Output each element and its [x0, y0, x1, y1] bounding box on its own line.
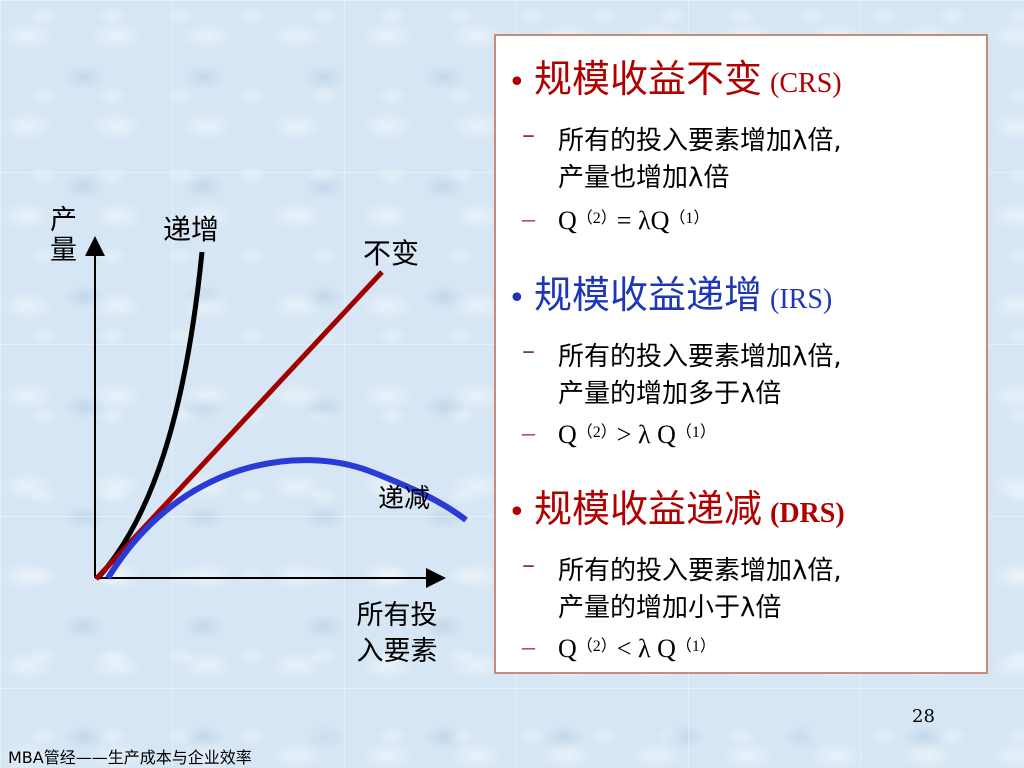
constant-label: 不变 — [363, 237, 420, 270]
x-axis-label: 所有投 入要素 — [342, 598, 452, 670]
formula-sup-left: （2） — [576, 210, 617, 227]
dash-icon: – — [522, 336, 535, 366]
crs-desc-line2: 产量也增加λ倍 — [558, 163, 730, 193]
decreasing-returns-curve — [105, 457, 468, 580]
formula-mid: = λQ — [616, 206, 670, 235]
dash-icon: – — [522, 204, 535, 233]
dash-icon: – — [522, 550, 535, 580]
formula-sup-left: （2） — [576, 638, 617, 655]
formula-sup-right: （1） — [675, 424, 716, 441]
footer-text: MBA管经——生产成本与企业效率 — [8, 748, 252, 767]
irs-title: 规模收益递增 — [534, 273, 763, 317]
formula-sup-right: （1） — [675, 638, 716, 655]
formula-mid: > λ Q — [616, 420, 676, 449]
formula-lhs: Q — [558, 420, 577, 449]
crs-title: 规模收益不变 — [534, 57, 763, 101]
irs-heading: • 规模收益递增 (IRS) — [508, 264, 832, 319]
increasing-returns-curve — [96, 251, 205, 580]
formula-lhs: Q — [558, 206, 577, 235]
drs-desc-line1: 所有的投入要素增加λ倍, — [558, 556, 842, 586]
crs-formula: – Q（2）= λQ（1） — [522, 204, 710, 236]
drs-abbr: (DRS) — [770, 498, 845, 529]
drs-formula: – Q（2）< λ Q（1） — [522, 632, 716, 664]
dash-icon: – — [522, 418, 535, 447]
irs-desc-line1: 所有的投入要素增加λ倍, — [558, 342, 842, 372]
increasing-label: 递增 — [163, 213, 220, 246]
irs-formula: – Q（2）> λ Q（1） — [522, 418, 716, 450]
crs-desc: – 所有的投入要素增加λ倍, 产量也增加λ倍 — [522, 120, 842, 194]
formula-lhs: Q — [558, 634, 577, 663]
x-axis-label-line1: 所有投 — [356, 600, 438, 631]
bullet-icon: • — [508, 281, 526, 316]
page-number: 28 — [912, 706, 935, 727]
drs-heading: • 规模收益递减 (DRS) — [508, 478, 845, 533]
decreasing-label: 递减 — [378, 484, 431, 514]
crs-abbr: (CRS) — [770, 68, 842, 99]
bullet-icon: • — [508, 65, 526, 100]
irs-desc-line2: 产量的增加多于λ倍 — [558, 379, 782, 409]
definitions-panel: • 规模收益不变 (CRS) – 所有的投入要素增加λ倍, 产量也增加λ倍 – Q（… — [494, 34, 988, 674]
x-axis-label-line2: 入要素 — [356, 636, 438, 667]
dash-icon: – — [522, 120, 535, 150]
y-axis-label: 产量 — [50, 205, 77, 266]
crs-heading: • 规模收益不变 (CRS) — [508, 48, 842, 103]
crs-desc-line1: 所有的投入要素增加λ倍, — [558, 126, 842, 156]
irs-abbr: (IRS) — [770, 284, 833, 315]
formula-sup-right: （1） — [669, 210, 710, 227]
drs-desc-line2: 产量的增加小于λ倍 — [558, 593, 782, 623]
dash-icon: – — [522, 632, 535, 661]
formula-sup-left: （2） — [576, 424, 617, 441]
bullet-icon: • — [508, 495, 526, 530]
drs-title: 规模收益递减 — [534, 487, 763, 531]
irs-desc: – 所有的投入要素增加λ倍, 产量的增加多于λ倍 — [522, 336, 842, 410]
formula-mid: < λ Q — [616, 634, 676, 663]
drs-desc: – 所有的投入要素增加λ倍, 产量的增加小于λ倍 — [522, 550, 842, 624]
